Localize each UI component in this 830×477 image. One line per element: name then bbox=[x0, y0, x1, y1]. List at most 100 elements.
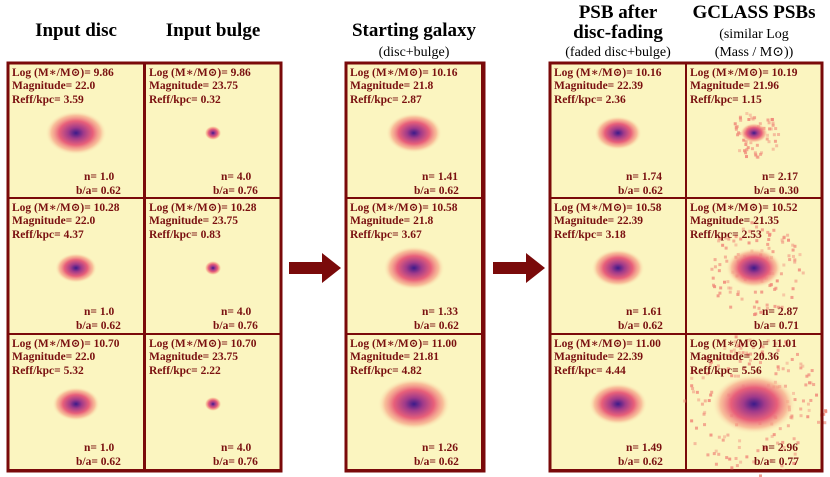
reff-label: Reff/kpc= 2.87 bbox=[350, 94, 422, 106]
reff-label: Reff/kpc= 5.32 bbox=[12, 365, 84, 377]
noise-pixel bbox=[776, 441, 780, 445]
noise-pixel bbox=[786, 233, 790, 237]
noise-pixel bbox=[691, 369, 695, 373]
noise-pixel bbox=[765, 137, 769, 141]
noise-pixel bbox=[703, 410, 707, 414]
noise-pixel bbox=[753, 116, 757, 120]
reff-label: Reff/kpc= 4.82 bbox=[350, 365, 422, 377]
noise-pixel bbox=[714, 449, 718, 453]
noise-pixel bbox=[791, 391, 795, 395]
noise-pixel bbox=[710, 390, 714, 394]
noise-pixel bbox=[780, 305, 784, 309]
noise-pixel bbox=[781, 240, 785, 244]
axis-ratio-label: b/a= 0.62 bbox=[618, 456, 663, 468]
noise-pixel bbox=[737, 445, 741, 449]
noise-pixel bbox=[793, 258, 797, 262]
noise-pixel bbox=[792, 461, 796, 465]
galaxy-image bbox=[712, 374, 796, 434]
noise-pixel bbox=[733, 122, 737, 126]
noise-pixel bbox=[781, 367, 785, 371]
sersic-n-label: n= 1.0 bbox=[84, 442, 114, 454]
noise-pixel bbox=[750, 221, 754, 225]
magnitude-label: Magnitude= 21.96 bbox=[690, 80, 779, 92]
magnitude-label: Magnitude= 22.0 bbox=[12, 351, 95, 363]
noise-pixel bbox=[760, 228, 764, 232]
noise-pixel bbox=[746, 146, 750, 150]
noise-pixel bbox=[760, 151, 764, 155]
noise-pixel bbox=[739, 118, 743, 122]
noise-pixel bbox=[742, 367, 746, 371]
noise-pixel bbox=[791, 254, 795, 258]
magnitude-label: Magnitude= 22.39 bbox=[554, 351, 643, 363]
noise-pixel bbox=[729, 286, 733, 290]
noise-pixel bbox=[760, 350, 764, 354]
noise-pixel bbox=[703, 399, 707, 403]
group-border bbox=[344, 61, 486, 473]
column-title: (disc+bulge) bbox=[379, 45, 450, 60]
noise-pixel bbox=[776, 365, 780, 369]
noise-pixel bbox=[734, 456, 738, 460]
noise-pixel bbox=[771, 147, 775, 151]
axis-ratio-label: b/a= 0.71 bbox=[754, 320, 799, 332]
noise-pixel bbox=[774, 286, 778, 290]
noise-pixel bbox=[776, 305, 780, 309]
noise-pixel bbox=[713, 258, 717, 262]
noise-pixel bbox=[740, 343, 744, 347]
noise-pixel bbox=[787, 254, 791, 258]
noise-pixel bbox=[753, 290, 757, 294]
noise-pixel bbox=[759, 310, 763, 314]
noise-pixel bbox=[801, 399, 805, 403]
noise-pixel bbox=[773, 139, 777, 143]
noise-pixel bbox=[730, 466, 734, 470]
noise-pixel bbox=[782, 263, 786, 267]
reff-label: Reff/kpc= 2.53 bbox=[690, 229, 762, 241]
noise-pixel bbox=[771, 250, 775, 254]
noise-pixel bbox=[748, 358, 752, 362]
noise-pixel bbox=[777, 133, 781, 137]
noise-pixel bbox=[769, 282, 773, 286]
noise-pixel bbox=[705, 356, 709, 360]
arrow bbox=[289, 253, 545, 283]
column-title: PSB after bbox=[579, 2, 658, 23]
noise-pixel bbox=[752, 460, 756, 464]
noise-pixel bbox=[773, 304, 777, 308]
noise-pixel bbox=[683, 399, 687, 403]
noise-pixel bbox=[723, 346, 727, 350]
noise-pixel bbox=[809, 398, 813, 402]
noise-pixel bbox=[690, 419, 694, 423]
noise-pixel bbox=[693, 442, 697, 446]
noise-pixel bbox=[736, 292, 740, 296]
axis-ratio-label: b/a= 0.76 bbox=[213, 320, 258, 332]
sersic-n-label: n= 4.0 bbox=[221, 306, 251, 318]
sersic-n-label: n= 2.87 bbox=[762, 306, 798, 318]
noise-pixel bbox=[782, 293, 786, 297]
noise-pixel bbox=[711, 276, 715, 280]
noise-pixel bbox=[718, 291, 722, 295]
noise-pixel bbox=[727, 353, 731, 357]
noise-pixel bbox=[737, 344, 741, 348]
column-title: (faded disc+bulge) bbox=[565, 45, 671, 60]
noise-pixel bbox=[690, 376, 694, 380]
noise-pixel bbox=[753, 313, 757, 317]
noise-pixel bbox=[724, 246, 728, 250]
reff-label: Reff/kpc= 3.67 bbox=[350, 229, 422, 241]
noise-pixel bbox=[707, 399, 711, 403]
sersic-n-label: n= 1.41 bbox=[422, 171, 458, 183]
sersic-n-label: n= 1.74 bbox=[626, 171, 662, 183]
magnitude-label: Magnitude= 22.0 bbox=[12, 80, 95, 92]
sersic-n-label: n= 1.26 bbox=[422, 442, 458, 454]
noise-pixel bbox=[717, 239, 721, 243]
noise-pixel bbox=[749, 352, 753, 356]
axis-ratio-label: b/a= 0.62 bbox=[76, 320, 121, 332]
axis-ratio-label: b/a= 0.62 bbox=[76, 185, 121, 197]
noise-pixel bbox=[695, 390, 699, 394]
mass-label: Log (M∗/M⊙)= 10.19 bbox=[690, 67, 798, 79]
magnitude-label: Magnitude= 21.8 bbox=[350, 80, 433, 92]
magnitude-label: Magnitude= 23.75 bbox=[149, 351, 238, 363]
noise-pixel bbox=[810, 369, 814, 373]
noise-pixel bbox=[771, 121, 775, 125]
noise-pixel bbox=[734, 127, 738, 131]
magnitude-label: Magnitude= 21.81 bbox=[350, 351, 439, 363]
noise-pixel bbox=[754, 153, 758, 157]
noise-pixel bbox=[771, 123, 775, 127]
